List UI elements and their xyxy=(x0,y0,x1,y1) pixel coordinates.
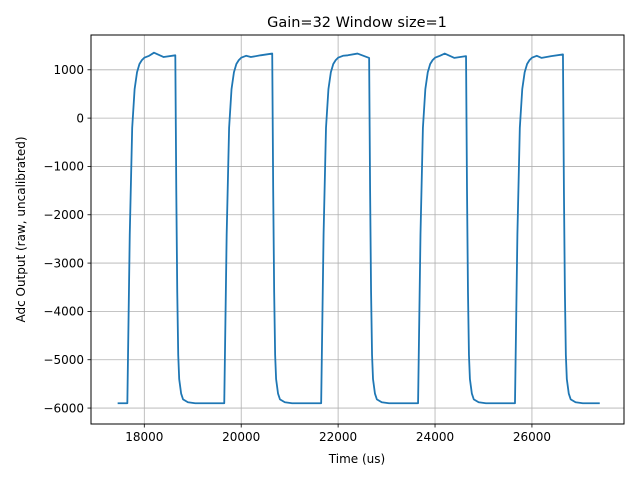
y-tick-label: −5000 xyxy=(43,353,84,367)
plot-frame xyxy=(90,34,625,425)
x-axis-label: Time (us) xyxy=(328,452,385,466)
y-tick-label: −1000 xyxy=(43,160,84,174)
y-tick-label: −6000 xyxy=(43,401,84,415)
y-tick-label: −2000 xyxy=(43,208,84,222)
y-tick-label: −4000 xyxy=(43,305,84,319)
x-tick-label: 22000 xyxy=(319,430,357,444)
x-axis-ticks: 18000 20000 22000 24000 26000 xyxy=(125,424,551,444)
series-line xyxy=(117,51,600,405)
y-axis-label: Adc Output (raw, uncalibrated) xyxy=(14,136,28,322)
y-tick-label: 0 xyxy=(76,111,84,125)
x-tick-label: 26000 xyxy=(513,430,551,444)
x-tick-label: 18000 xyxy=(125,430,163,444)
y-tick-label: 1000 xyxy=(53,63,84,77)
x-tick-label: 24000 xyxy=(416,430,454,444)
chart-title: Gain=32 Window size=1 xyxy=(267,15,447,31)
data-layer xyxy=(117,51,600,405)
grid-lines xyxy=(91,35,624,424)
y-axis-ticks: 1000 0 −1000 −2000 −3000 −4000 −5000 −6000 xyxy=(43,63,91,415)
x-tick-label: 20000 xyxy=(222,430,260,444)
y-tick-label: −3000 xyxy=(43,256,84,270)
